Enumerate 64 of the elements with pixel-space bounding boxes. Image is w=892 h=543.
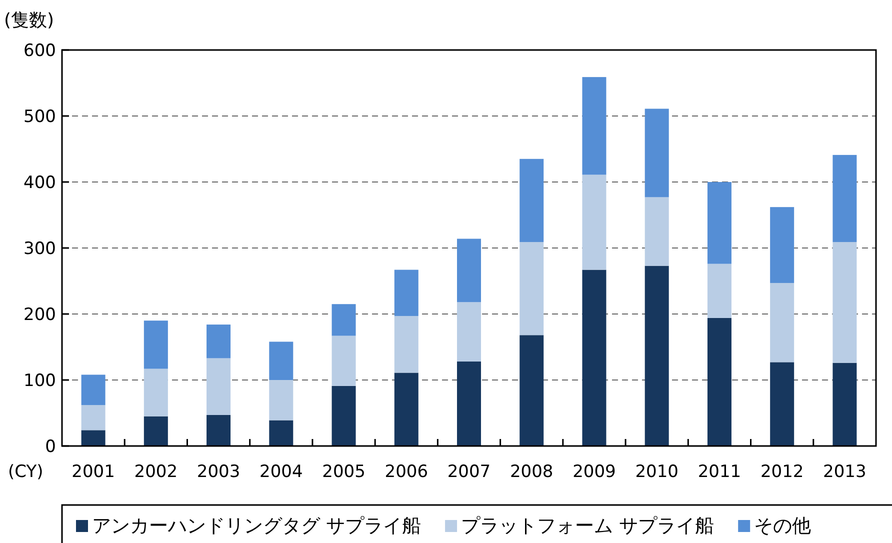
x-tick-label: 2004 bbox=[260, 462, 303, 482]
x-tick-label: 2002 bbox=[134, 462, 178, 482]
x-tick-label: 2001 bbox=[72, 462, 115, 482]
bar bbox=[332, 304, 356, 336]
x-tick-label: 2005 bbox=[322, 462, 366, 482]
bar bbox=[582, 174, 606, 270]
bar bbox=[394, 270, 418, 316]
bar bbox=[457, 302, 481, 362]
bar bbox=[144, 320, 168, 369]
bar bbox=[707, 264, 732, 318]
bar bbox=[832, 362, 857, 446]
y-tick-label: 200 bbox=[24, 305, 56, 325]
bar bbox=[707, 182, 732, 264]
legend-label: その他 bbox=[754, 515, 812, 537]
bar bbox=[707, 318, 732, 446]
bar bbox=[520, 158, 544, 242]
bar bbox=[269, 420, 294, 446]
bar bbox=[770, 282, 794, 362]
bar bbox=[457, 362, 481, 446]
bar bbox=[332, 386, 356, 446]
x-tick-label: 2013 bbox=[823, 462, 866, 482]
x-tick-label: 2010 bbox=[635, 462, 678, 482]
bar bbox=[582, 270, 606, 446]
bar bbox=[644, 266, 669, 446]
bar bbox=[520, 335, 544, 446]
y-tick-label: 100 bbox=[24, 371, 56, 391]
bar bbox=[81, 374, 106, 406]
bar bbox=[81, 430, 106, 446]
x-tick-label: 2012 bbox=[760, 462, 804, 482]
bar bbox=[269, 342, 294, 380]
bar bbox=[144, 416, 168, 446]
bar bbox=[394, 316, 418, 373]
y-tick-label: 0 bbox=[45, 437, 56, 457]
bar bbox=[269, 380, 294, 420]
bar bbox=[206, 414, 231, 446]
x-tick-label: 2008 bbox=[510, 462, 554, 482]
y-tick-label: 400 bbox=[24, 173, 56, 193]
bar bbox=[644, 108, 669, 198]
x-tick-label: 2011 bbox=[698, 462, 742, 482]
bar bbox=[770, 207, 794, 283]
bar bbox=[832, 154, 857, 242]
bar bbox=[457, 238, 481, 302]
bar bbox=[332, 336, 356, 386]
bar bbox=[394, 372, 418, 446]
bar bbox=[206, 358, 231, 415]
x-tick-label: 2006 bbox=[384, 462, 428, 482]
legend-label: アンカーハンドリングタグ サプライ船 bbox=[92, 515, 422, 537]
y-tick-label: 300 bbox=[24, 239, 56, 259]
bar bbox=[520, 242, 544, 336]
y-tick-label: 500 bbox=[24, 107, 56, 127]
bar bbox=[770, 362, 794, 446]
bar bbox=[206, 324, 231, 358]
y-axis-title: (隻数) bbox=[4, 10, 54, 31]
legend-label: プラットフォーム サプライ船 bbox=[461, 515, 714, 537]
x-tick-label: 2003 bbox=[196, 462, 240, 482]
y-tick-label: 600 bbox=[24, 41, 56, 61]
x-tick-label: 2007 bbox=[447, 462, 491, 482]
bar bbox=[582, 77, 606, 175]
x-tick-label: 2009 bbox=[572, 462, 616, 482]
bar bbox=[81, 405, 106, 430]
x-axis-title: (CY) bbox=[8, 462, 44, 482]
bar bbox=[644, 197, 669, 266]
bar bbox=[144, 368, 168, 416]
bar bbox=[832, 242, 857, 363]
